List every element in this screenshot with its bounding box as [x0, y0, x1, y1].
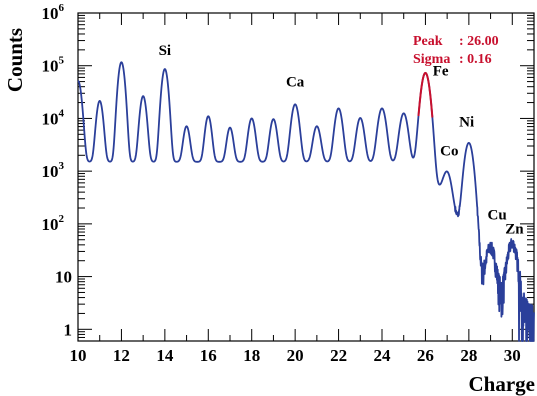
y-tick-label: 103 [42, 160, 65, 181]
y-tick-base: 10 [55, 268, 72, 287]
x-tick-label: 20 [287, 346, 304, 365]
peak-label-cu: Cu [487, 208, 506, 224]
x-tick-label: 16 [200, 346, 217, 365]
y-tick-exponent: 2 [59, 213, 65, 225]
x-tick-label: 10 [70, 346, 87, 365]
spectrum-line [77, 61, 535, 342]
y-tick-label: 102 [42, 213, 65, 234]
fit-sigma-text: Sigma : 0.16 [413, 52, 492, 67]
x-tick-labels: 10 12 14 16 18 20 22 24 26 28 30 [70, 346, 521, 365]
y-tick-label: 104 [42, 107, 65, 128]
fit-sigma-label: Sigma [413, 52, 450, 67]
x-tick-label: 18 [243, 346, 260, 365]
peak-label-ni: Ni [459, 115, 474, 131]
fit-peak-value: : 26.00 [459, 34, 499, 49]
peak-label-co: Co [440, 143, 458, 159]
y-axis-title: Counts [3, 28, 27, 92]
fit-peak-text: Peak : 26.00 [413, 34, 499, 49]
x-tick-label: 12 [113, 346, 130, 365]
y-tick-base: 10 [42, 109, 59, 128]
peak-label-ca: Ca [286, 75, 305, 91]
x-tick-label: 26 [417, 346, 434, 365]
gaussian-fit-curve [417, 71, 434, 118]
axis-ticks [77, 12, 535, 342]
y-tick-base: 1 [64, 320, 73, 339]
x-tick-label: 28 [460, 346, 477, 365]
y-tick-label: 1 [64, 320, 73, 339]
peak-label-fe: Fe [433, 64, 449, 80]
y-tick-exponent: 4 [59, 107, 65, 119]
y-tick-exponent: 6 [59, 2, 65, 14]
y-tick-exponent: 3 [59, 160, 65, 172]
peak-label-si: Si [159, 43, 172, 59]
fit-sigma-value: : 0.16 [459, 52, 492, 67]
y-tick-exponent: 5 [59, 55, 65, 67]
x-tick-label: 24 [374, 346, 392, 365]
y-tick-label: 105 [42, 55, 65, 76]
x-tick-label: 14 [156, 346, 174, 365]
y-tick-label: 10 [55, 268, 72, 287]
y-tick-base: 10 [42, 215, 59, 234]
x-axis-title: Charge [469, 372, 536, 396]
y-tick-base: 10 [42, 162, 59, 181]
peak-label-zn: Zn [505, 222, 524, 238]
y-tick-base: 10 [42, 4, 59, 23]
y-tick-label: 106 [42, 2, 65, 23]
y-tick-base: 10 [42, 57, 59, 76]
x-tick-label: 30 [504, 346, 521, 365]
x-tick-label: 22 [330, 346, 347, 365]
plot-frame [77, 12, 535, 342]
fit-peak-label: Peak [413, 34, 443, 49]
